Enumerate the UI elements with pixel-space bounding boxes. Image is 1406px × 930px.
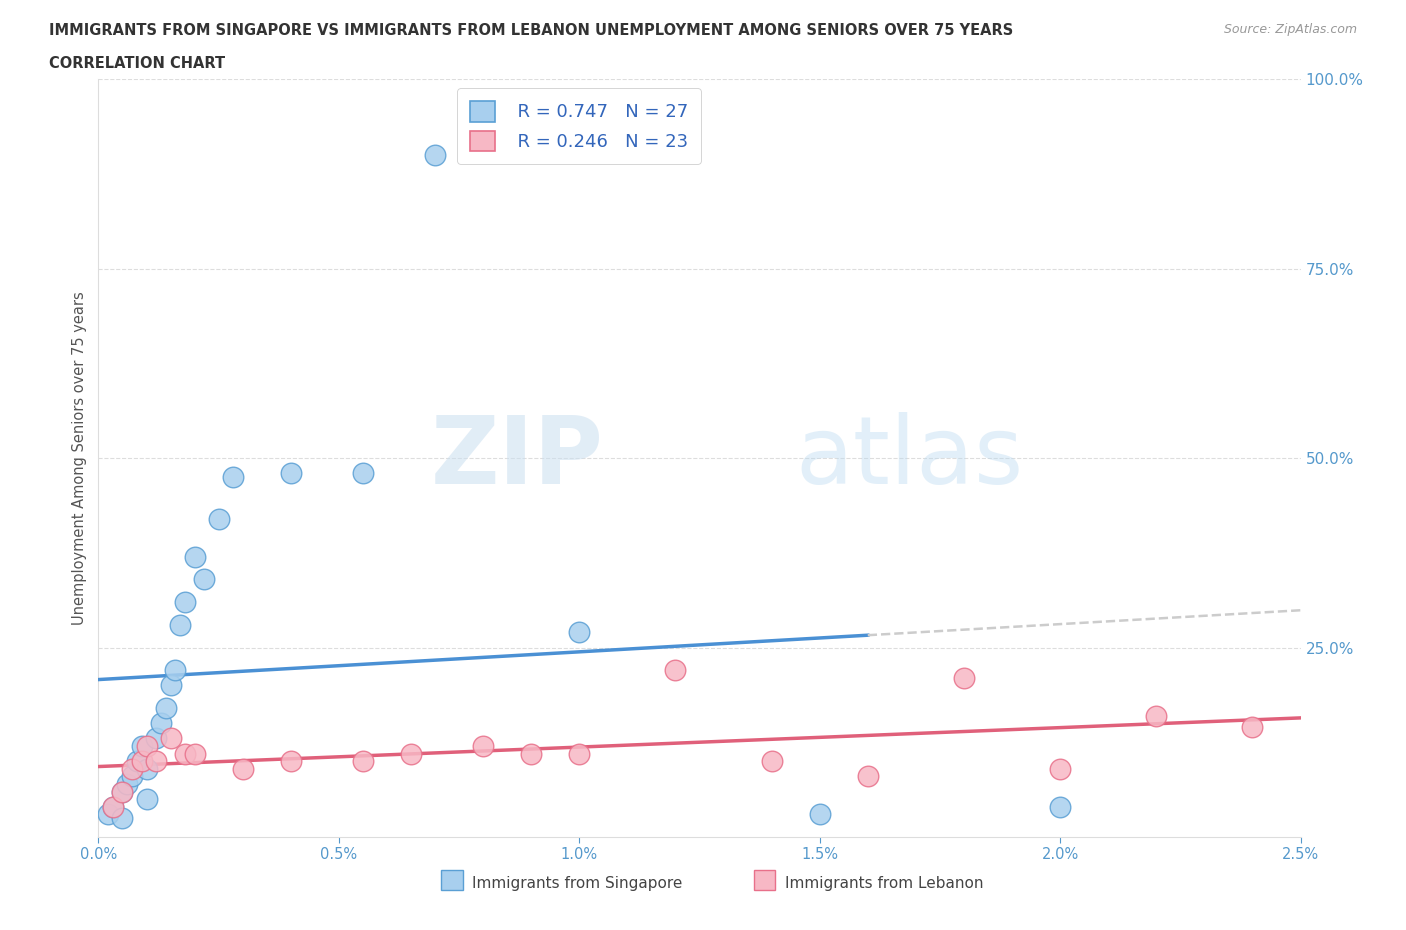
FancyBboxPatch shape [754, 870, 775, 890]
Point [568, 746, 591, 761]
Legend:   R = 0.747   N = 27,   R = 0.246   N = 23: R = 0.747 N = 27, R = 0.246 N = 23 [457, 88, 702, 164]
Point [568, 625, 591, 640]
Point [155, 700, 177, 715]
Point [352, 753, 374, 768]
Point [1049, 762, 1071, 777]
Point [352, 466, 374, 481]
Point [121, 769, 143, 784]
Point [174, 594, 197, 609]
Point [131, 753, 153, 768]
Point [280, 466, 302, 481]
Point [761, 753, 783, 768]
Point [101, 799, 124, 814]
Point [97, 807, 120, 822]
Text: ZIP: ZIP [430, 412, 603, 504]
Point [183, 549, 205, 564]
Point [111, 784, 134, 799]
Point [174, 746, 197, 761]
Point [149, 716, 172, 731]
Point [169, 618, 191, 632]
Point [280, 753, 302, 768]
Point [121, 762, 143, 777]
Point [165, 663, 187, 678]
Text: IMMIGRANTS FROM SINGAPORE VS IMMIGRANTS FROM LEBANON UNEMPLOYMENT AMONG SENIORS : IMMIGRANTS FROM SINGAPORE VS IMMIGRANTS … [49, 23, 1014, 38]
Point [159, 731, 181, 746]
Point [1241, 720, 1264, 735]
Text: atlas: atlas [796, 412, 1024, 504]
Point [193, 572, 215, 587]
Point [208, 512, 231, 526]
Point [953, 671, 976, 685]
Text: Immigrants from Lebanon: Immigrants from Lebanon [785, 876, 983, 891]
Point [472, 738, 495, 753]
Point [232, 762, 254, 777]
Text: Source: ZipAtlas.com: Source: ZipAtlas.com [1223, 23, 1357, 36]
Point [222, 470, 245, 485]
Point [135, 791, 157, 806]
Point [131, 738, 153, 753]
Point [183, 746, 205, 761]
Point [423, 148, 446, 163]
Point [399, 746, 422, 761]
Point [135, 738, 157, 753]
Point [664, 663, 686, 678]
Point [145, 731, 167, 746]
Point [111, 784, 134, 799]
Point [520, 746, 543, 761]
Point [1049, 799, 1071, 814]
Point [111, 811, 134, 826]
Point [159, 678, 181, 693]
Point [117, 777, 139, 791]
Point [145, 753, 167, 768]
Text: CORRELATION CHART: CORRELATION CHART [49, 56, 225, 71]
Point [135, 762, 157, 777]
Point [808, 807, 831, 822]
Point [125, 753, 148, 768]
Point [1144, 709, 1167, 724]
Text: Immigrants from Singapore: Immigrants from Singapore [472, 876, 683, 891]
FancyBboxPatch shape [441, 870, 463, 890]
Point [856, 769, 879, 784]
Y-axis label: Unemployment Among Seniors over 75 years: Unemployment Among Seniors over 75 years [72, 291, 87, 625]
Point [101, 799, 124, 814]
